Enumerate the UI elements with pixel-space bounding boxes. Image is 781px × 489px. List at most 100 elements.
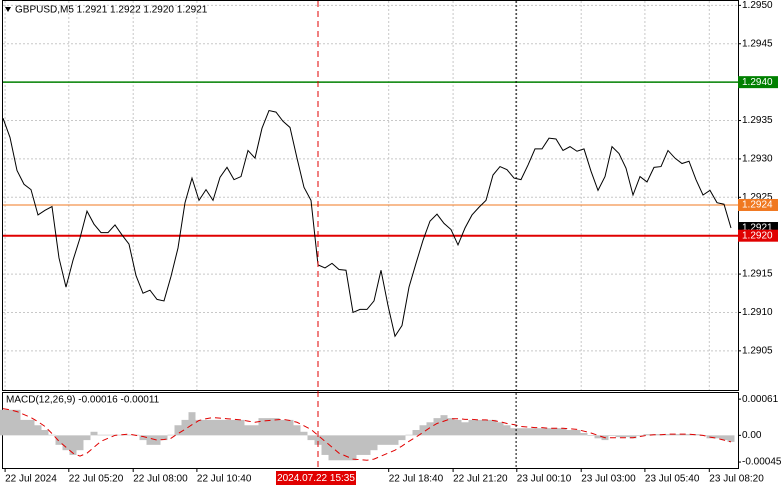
macd-bar (461, 422, 469, 436)
macd-bar (349, 435, 357, 461)
macd-bar (615, 435, 623, 438)
macd-bar (622, 435, 630, 438)
macd-bar (293, 425, 301, 436)
x-tick-label: 22 Jul 08:00 (133, 474, 188, 485)
macd-bar (468, 419, 476, 436)
macd-bar (202, 419, 210, 436)
y-tick-label: 1.2910 (742, 307, 773, 318)
macd-bar (398, 435, 406, 441)
macd-bar (90, 431, 98, 436)
macd-bar (62, 435, 70, 451)
y-tick-label: 0.00 (742, 430, 762, 441)
macd-bar (286, 419, 294, 436)
macd-bar (237, 419, 245, 436)
price-level-box (738, 76, 778, 89)
price-panel-frame (2, 0, 739, 391)
y-tick-label: 1.2930 (742, 154, 773, 165)
macd-bar (216, 419, 224, 436)
macd-bar (258, 418, 266, 436)
macd-bar (552, 428, 560, 436)
macd-bar (447, 418, 455, 436)
macd-bar (356, 435, 364, 455)
macd-bar (104, 434, 112, 436)
macd-bar (307, 435, 315, 441)
macd-bar (167, 434, 175, 436)
y-tick-label: 1.2945 (742, 38, 773, 49)
macd-bar (580, 432, 588, 436)
macd-bar (188, 412, 196, 436)
macd-bar (20, 419, 28, 436)
macd-bar (251, 425, 259, 436)
y-tick-label: 1.2905 (742, 345, 773, 356)
macd-bar (440, 415, 448, 436)
macd-bar (321, 435, 329, 455)
x-tick-label: 22 Jul 10:40 (197, 474, 252, 485)
macd-bar (720, 435, 728, 441)
x-tick-label: 22 Jul 18:40 (389, 474, 444, 485)
price-level-label: 1.2940 (742, 77, 773, 88)
macd-bar (454, 419, 462, 436)
title-icon (5, 7, 11, 12)
macd-bar (517, 428, 525, 436)
price-level-label: 1.2924 (742, 200, 773, 211)
price-line (2, 109, 732, 338)
macd-bar (139, 435, 147, 441)
macd-bar (314, 435, 322, 445)
macd-bar (573, 430, 581, 436)
macd-bar (510, 428, 518, 436)
macd-bar (412, 430, 420, 436)
macd-bar (83, 435, 91, 441)
macd-bar (265, 418, 273, 436)
macd-bar (335, 435, 343, 461)
macd-title: MACD(12,26,9) -0.00016 -0.00011 (6, 395, 160, 406)
signal-line (2, 408, 732, 461)
y-tick-label: 0.00061 (742, 394, 779, 405)
macd-bar (76, 435, 84, 451)
x-tick-label: 22 Jul 21:20 (453, 474, 508, 485)
macd-bar (482, 419, 490, 436)
x-tick-label: 23 Jul 03:00 (581, 474, 636, 485)
price-level-label: 1.2920 (742, 230, 773, 241)
macd-bar (671, 434, 679, 436)
macd-bar (496, 422, 504, 436)
price-level-box (738, 229, 778, 242)
macd-bar (538, 428, 546, 436)
y-tick-label: 1.2915 (742, 269, 773, 280)
macd-bar (328, 435, 336, 461)
macd-bar (97, 434, 105, 436)
macd-bar (146, 435, 154, 445)
macd-bar (391, 435, 399, 445)
x-tick-label: 23 Jul 00:10 (517, 474, 572, 485)
y-tick-label: 1.2935 (742, 115, 773, 126)
x-tick-label: 22 Jul 05:20 (69, 474, 124, 485)
macd-bar (566, 430, 574, 436)
macd-bar (244, 425, 252, 436)
macd-bar (475, 419, 483, 436)
macd-bar (608, 435, 616, 436)
macd-bar (0, 409, 7, 436)
y-tick-label: 1.2925 (742, 192, 773, 203)
macd-bar (545, 428, 553, 436)
macd-bar (713, 435, 721, 439)
macd-bar (489, 419, 497, 436)
macd-bar (426, 422, 434, 436)
price-level-box (738, 198, 778, 211)
macd-bar (41, 430, 49, 436)
macd-bar (342, 435, 350, 461)
macd-bar (419, 425, 427, 436)
macd-bar (48, 434, 56, 436)
macd-bar (594, 435, 602, 439)
x-tick-label: 23 Jul 05:40 (645, 474, 700, 485)
macd-bar (195, 419, 203, 436)
last-price-label: 1.2921 (742, 223, 773, 234)
macd-bar (279, 419, 287, 436)
macd-bar (272, 418, 280, 436)
macd-bar (629, 435, 637, 439)
marker-label-box (276, 471, 356, 485)
macd-bar (125, 434, 133, 436)
macd-bar (174, 425, 182, 436)
macd-bar (587, 435, 595, 436)
macd-bar (230, 419, 238, 436)
macd-bar (433, 418, 441, 436)
